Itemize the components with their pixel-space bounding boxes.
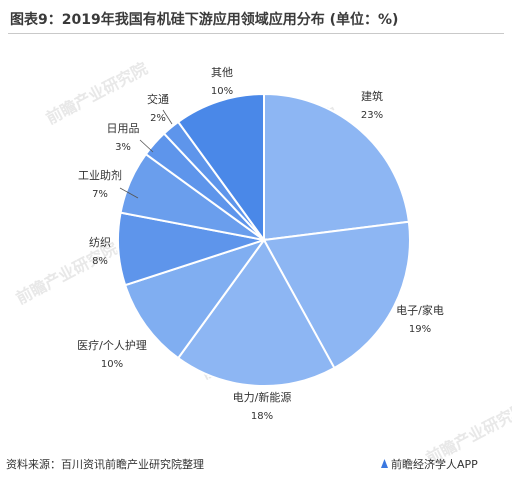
slice-value-label: 10% bbox=[101, 359, 123, 370]
pie-slice bbox=[262, 220, 411, 370]
pie-slice bbox=[176, 92, 265, 244]
chart-title: 图表9：2019年我国有机硅下游应用领域应用分布 (单位：%) bbox=[10, 12, 399, 28]
slice-category-label: 建筑 bbox=[361, 89, 383, 103]
brand-footer: 前瞻经济学人APP bbox=[380, 456, 478, 472]
slice-category-label: 交通 bbox=[147, 92, 169, 106]
slice-category-label: 工业助剂 bbox=[78, 168, 122, 182]
slice-value-label: 23% bbox=[361, 110, 383, 121]
slice-category-label: 电力/新能源 bbox=[233, 390, 292, 404]
slice-category-label: 电子/家电 bbox=[396, 303, 444, 317]
brand-text: 前瞻经济学人APP bbox=[391, 458, 478, 471]
leader-line bbox=[119, 187, 139, 199]
title-divider bbox=[8, 33, 504, 34]
slice-value-label: 3% bbox=[115, 142, 131, 153]
slice-category-label: 纺织 bbox=[89, 235, 111, 249]
slice-value-label: 10% bbox=[211, 86, 233, 97]
pie-labels: 建筑 23% 电子/家电 19% 电力/新能源 18% 医疗/个人护理 10% 纺织 8% 工业助剂… bbox=[77, 66, 444, 422]
source-note: 资料来源：百川资讯前瞻产业研究院整理 bbox=[6, 458, 204, 471]
slice-value-label: 8% bbox=[92, 256, 108, 267]
pie-slice bbox=[176, 238, 336, 387]
slice-category-label: 医疗/个人护理 bbox=[77, 338, 147, 352]
slice-value-label: 19% bbox=[409, 324, 431, 335]
pie-slice bbox=[263, 92, 410, 242]
pie-slice bbox=[123, 238, 267, 360]
slice-value-label: 7% bbox=[92, 189, 108, 200]
slice-category-label: 其他 bbox=[211, 66, 233, 79]
slice-value-label: 2% bbox=[150, 113, 166, 124]
leader-line bbox=[139, 139, 154, 153]
leader-line bbox=[162, 109, 173, 125]
brand-logo-icon bbox=[381, 459, 388, 468]
slice-category-label: 日用品 bbox=[107, 122, 140, 135]
slice-value-label: 18% bbox=[251, 411, 273, 422]
pie-slices bbox=[117, 92, 411, 387]
